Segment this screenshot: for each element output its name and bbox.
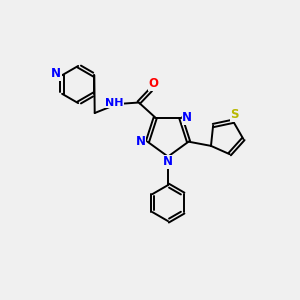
Text: S: S (230, 108, 239, 121)
Text: O: O (148, 77, 158, 90)
Text: N: N (136, 135, 146, 148)
Text: N: N (182, 111, 192, 124)
Text: N: N (51, 67, 61, 80)
Text: N: N (162, 155, 172, 169)
Text: NH: NH (105, 98, 124, 107)
